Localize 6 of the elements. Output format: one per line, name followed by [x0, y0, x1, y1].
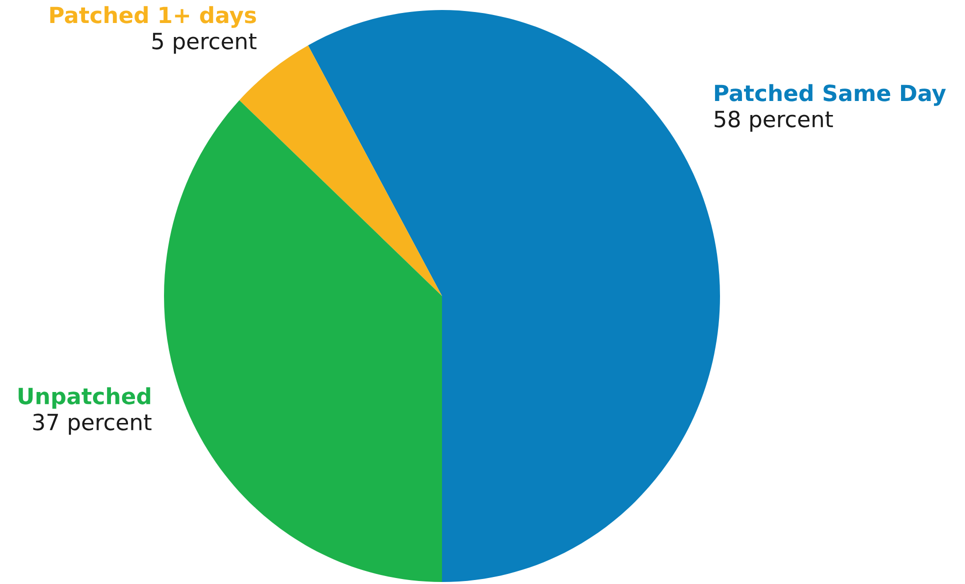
data-label: 5 percent [152, 32, 256, 54]
data-label: 58 percent [714, 110, 833, 132]
slice-label: Patched 1+ days [50, 6, 256, 28]
slice-label: Patched Same Day [715, 84, 946, 106]
data-label: 37 percent [33, 414, 152, 435]
slice-label: Unpatched [18, 387, 150, 409]
